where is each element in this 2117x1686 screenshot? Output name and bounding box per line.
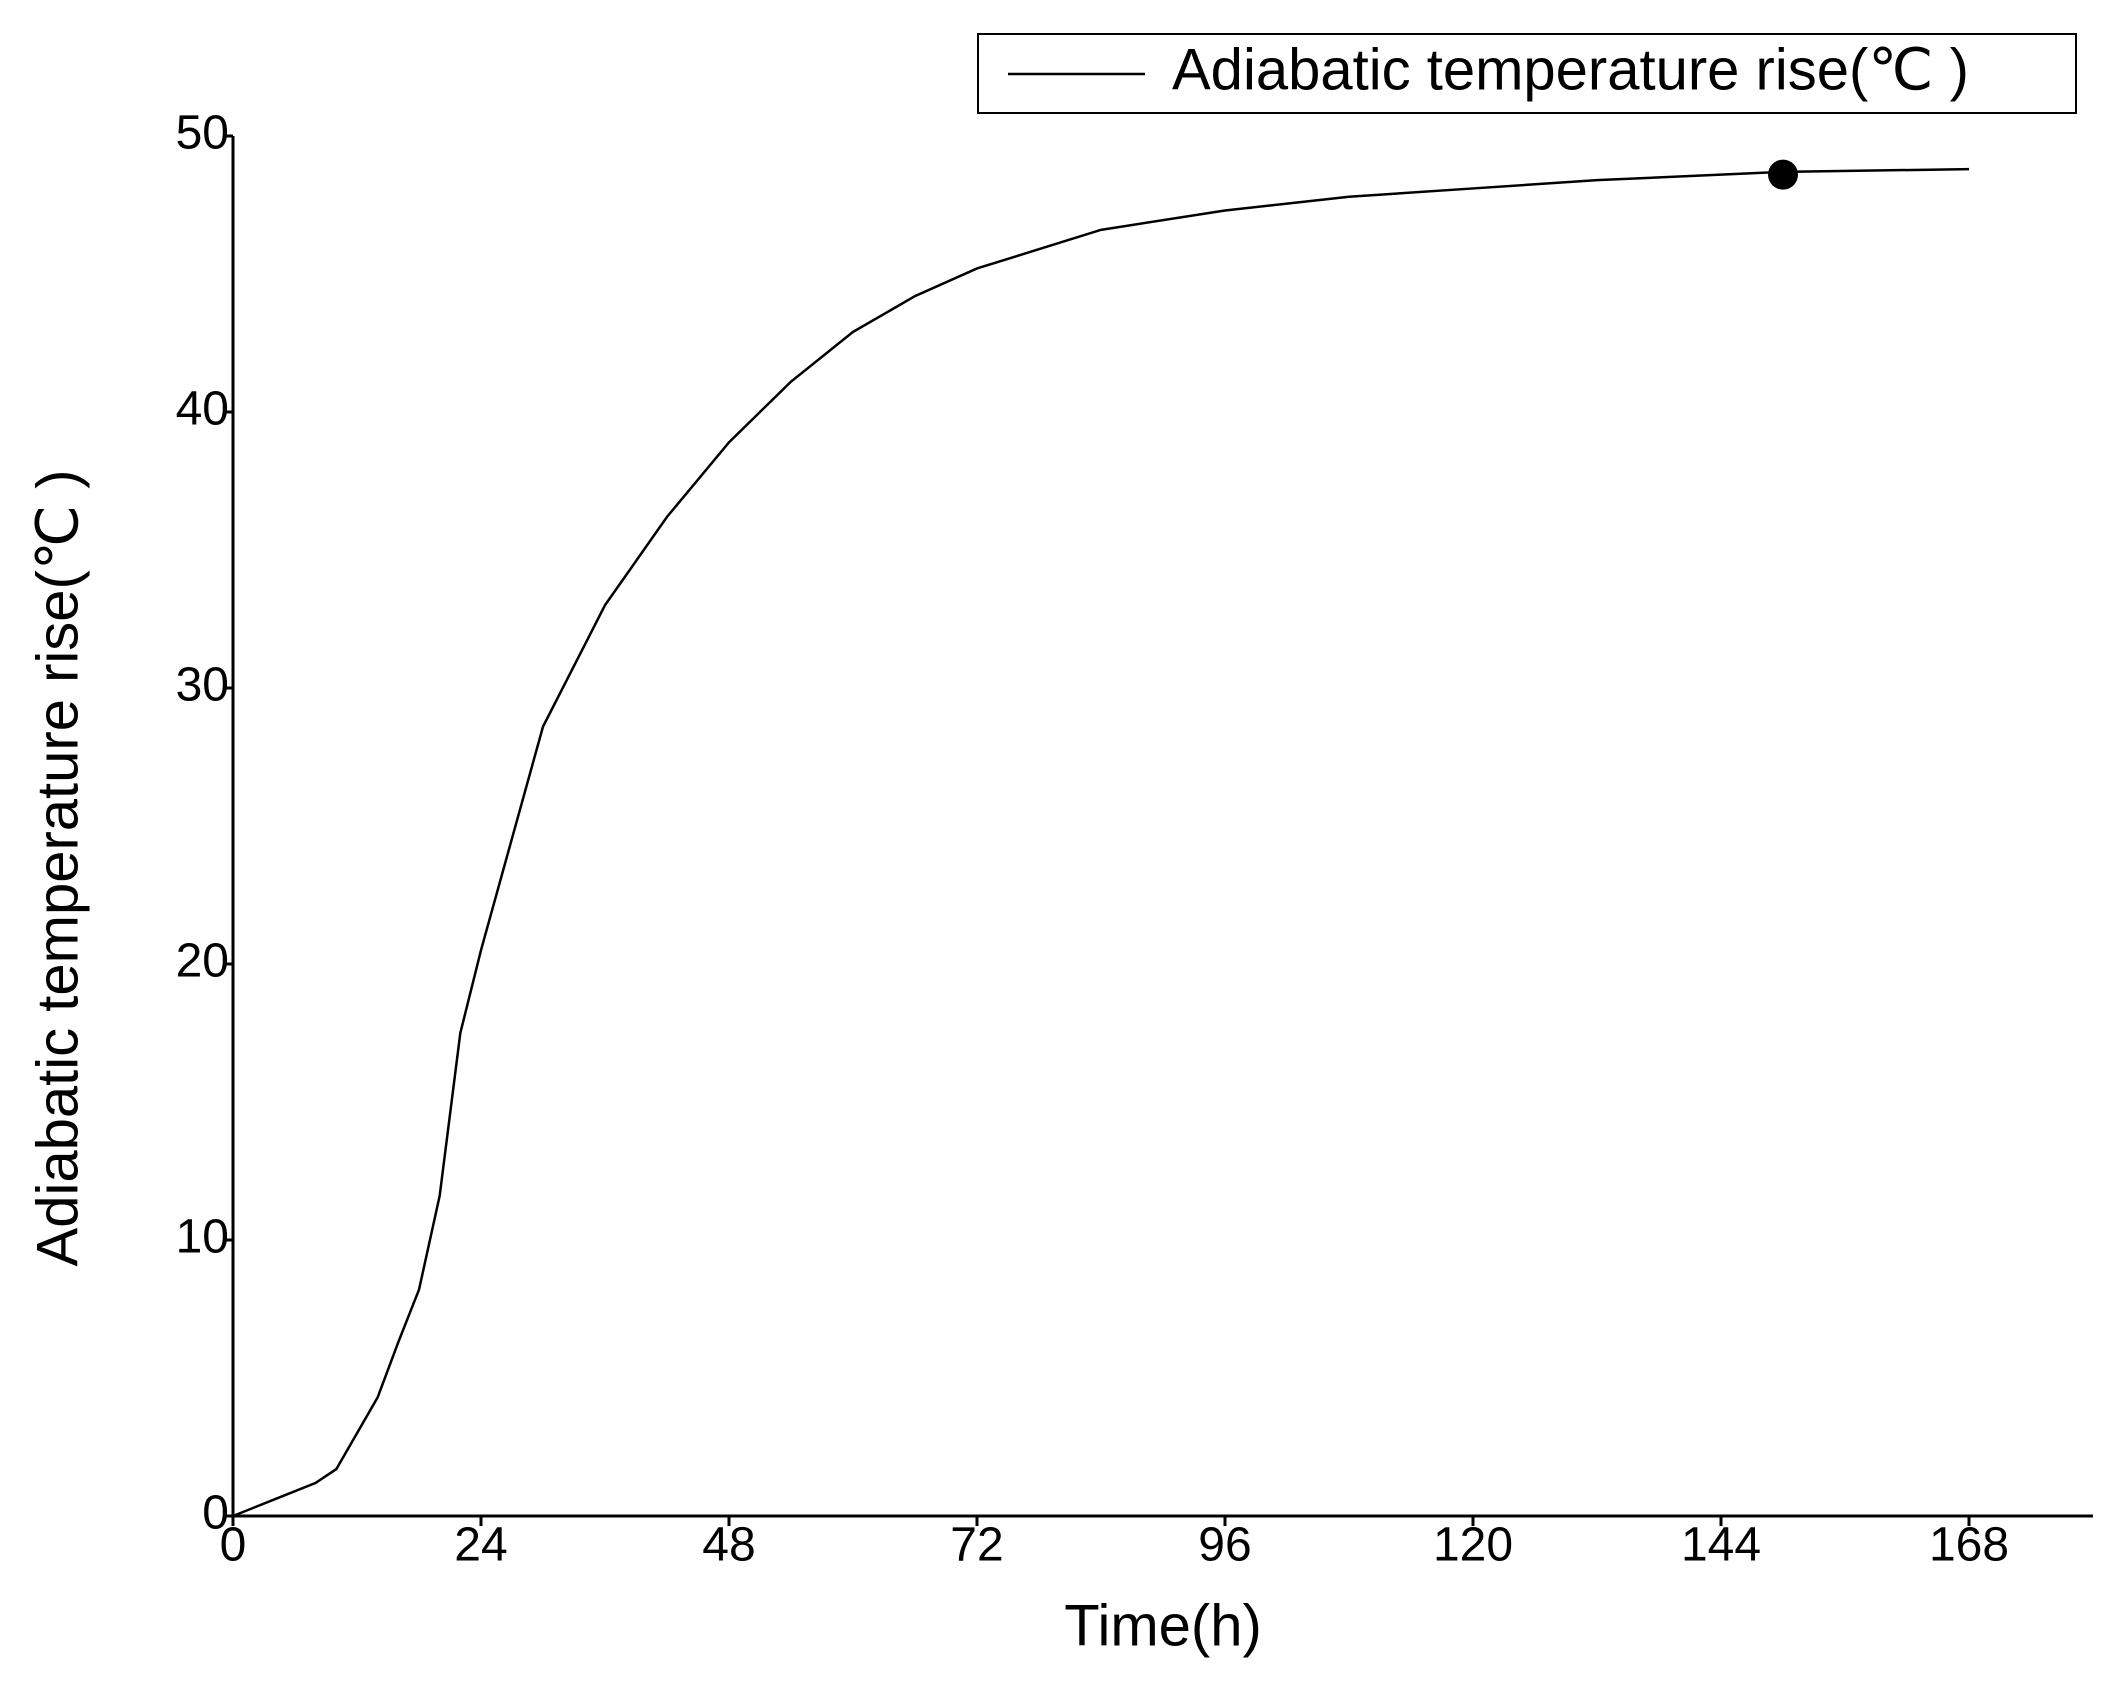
y-tick-label: 20	[176, 935, 229, 988]
data-line	[232, 167, 1970, 1518]
legend-box	[977, 33, 2077, 114]
x-tick-label: 72	[950, 1519, 1003, 1572]
highlight-point	[1768, 159, 1798, 190]
x-axis-label: Time(h)	[1064, 1593, 1262, 1658]
y-tick-label: 40	[176, 383, 229, 436]
y-tick-label: 10	[176, 1211, 229, 1264]
x-tick-label: 120	[1433, 1519, 1513, 1572]
x-tick-label: 168	[1929, 1519, 2009, 1572]
y-tick-label: 0	[202, 1487, 229, 1540]
y-axis-label: Adiabatic temperature rise(℃ )	[25, 470, 90, 1267]
x-tick-label: 0	[220, 1519, 247, 1572]
x-tick-label: 24	[454, 1519, 507, 1572]
x-tick-label: 96	[1198, 1519, 1251, 1572]
x-tick-label: 144	[1681, 1519, 1761, 1572]
legend-text: Adiabatic temperature rise(℃ )	[1172, 37, 1969, 102]
y-tick-label: 30	[176, 659, 229, 712]
y-tick-label: 50	[176, 107, 229, 160]
x-tick-label: 48	[702, 1519, 755, 1572]
